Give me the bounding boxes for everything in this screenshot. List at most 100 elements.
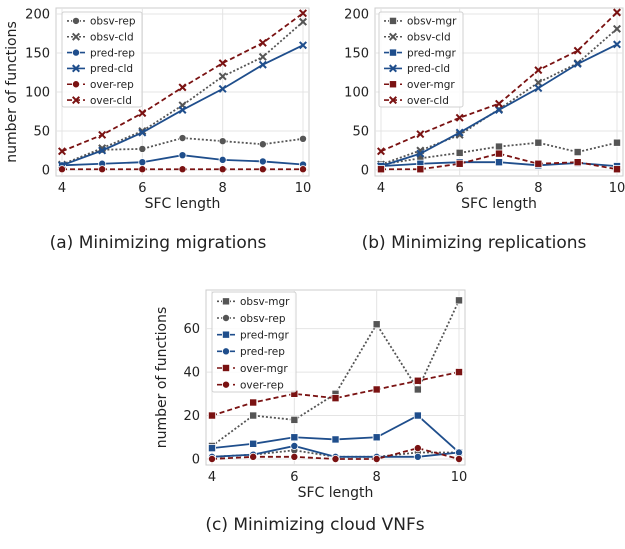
data-point-over-cld bbox=[534, 66, 543, 75]
data-point-over-cld bbox=[138, 109, 147, 118]
data-point-over-rep bbox=[178, 165, 187, 174]
data-point-pred-cld bbox=[258, 60, 267, 69]
legend-marker bbox=[388, 32, 398, 41]
legend-marker bbox=[72, 48, 81, 57]
data-point-pred-cld bbox=[298, 41, 308, 50]
data-point-obsv-mgr bbox=[573, 148, 582, 157]
legend-marker bbox=[71, 32, 81, 41]
data-point-over-mgr bbox=[573, 158, 582, 167]
data-point-obsv-rep bbox=[258, 140, 267, 149]
data-point-over-cld bbox=[218, 59, 227, 68]
chart-c: 4 6 8 10 0 20 40 60 SFC length number of function… bbox=[154, 289, 468, 501]
legend-label: obsv-rep bbox=[240, 313, 286, 325]
legend-marker bbox=[388, 80, 397, 89]
legend-label: obsv-cld bbox=[90, 32, 134, 44]
data-point-over-rep bbox=[249, 452, 258, 461]
data-point-over-cld bbox=[612, 8, 622, 17]
legend-label: over-mgr bbox=[240, 363, 288, 375]
data-point-over-cld bbox=[455, 113, 464, 122]
data-point-pred-mgr bbox=[372, 433, 381, 442]
data-point-over-rep bbox=[290, 452, 299, 461]
y-tick-label: 0 bbox=[192, 453, 200, 468]
legend-marker bbox=[71, 96, 81, 105]
legend-label: pred-cld bbox=[407, 63, 450, 75]
legend-marker bbox=[388, 16, 397, 25]
legend-label: obsv-rep bbox=[90, 16, 136, 28]
legend-label: obsv-cld bbox=[407, 32, 451, 44]
data-point-over-rep bbox=[58, 165, 67, 174]
x-tick-label: 8 bbox=[373, 470, 381, 485]
data-point-obsv-cld bbox=[218, 72, 227, 81]
data-point-pred-cld bbox=[612, 40, 622, 49]
x-tick-label: 4 bbox=[208, 470, 216, 485]
data-point-obsv-mgr bbox=[494, 142, 503, 151]
data-point-over-mgr bbox=[455, 159, 464, 168]
data-point-pred-mgr bbox=[331, 435, 340, 444]
data-point-pred-mgr bbox=[249, 439, 258, 448]
data-point-pred-rep bbox=[290, 441, 299, 450]
data-point-pred-cld bbox=[573, 59, 582, 68]
legend-label: pred-mgr bbox=[240, 329, 290, 341]
data-point-obsv-mgr bbox=[413, 385, 422, 394]
x-axis-label: SFC length bbox=[461, 196, 537, 212]
x-tick-label: 6 bbox=[290, 470, 298, 485]
data-point-over-mgr bbox=[376, 165, 385, 174]
legend-marker bbox=[71, 64, 81, 73]
legend-marker bbox=[388, 96, 398, 105]
data-point-obsv-mgr bbox=[454, 296, 463, 305]
data-point-pred-rep bbox=[178, 151, 187, 160]
caption-b: (b) Minimizing replications bbox=[362, 233, 587, 253]
data-point-over-cld bbox=[376, 147, 386, 156]
data-point-obsv-mgr bbox=[290, 415, 299, 424]
x-axis-label: SFC length bbox=[145, 196, 221, 212]
data-point-pred-cld bbox=[416, 149, 425, 158]
data-point-over-mgr bbox=[207, 411, 216, 420]
legend: obsv-rep obsv-cld pred-rep pred-cld over-rep… bbox=[61, 11, 143, 108]
data-point-obsv-cld bbox=[612, 24, 622, 33]
caption-c: (c) Minimizing cloud VNFs bbox=[205, 515, 424, 535]
data-point-obsv-mgr bbox=[613, 138, 622, 147]
data-point-obsv-rep bbox=[138, 144, 147, 153]
data-point-obsv-mgr bbox=[372, 320, 381, 329]
y-tick-label: 40 bbox=[183, 366, 200, 381]
data-point-over-cld bbox=[298, 9, 308, 18]
data-point-over-mgr bbox=[494, 149, 503, 158]
data-point-obsv-rep bbox=[178, 134, 187, 143]
legend-label: pred-mgr bbox=[407, 47, 457, 59]
legend: obsv-mgr obsv-cld pred-mgr pred-cld over-mgr… bbox=[378, 11, 464, 108]
data-point-pred-cld bbox=[178, 105, 187, 114]
y-tick-label: 50 bbox=[352, 125, 369, 140]
data-point-obsv-mgr bbox=[455, 148, 464, 157]
legend-box bbox=[378, 11, 464, 108]
x-tick-label: 8 bbox=[534, 181, 542, 196]
x-tick-label: 8 bbox=[219, 181, 227, 196]
data-point-over-rep bbox=[372, 454, 381, 463]
y-tick-label: 0 bbox=[361, 164, 369, 179]
legend-marker bbox=[221, 347, 230, 356]
legend-marker bbox=[221, 313, 230, 322]
x-tick-label: 10 bbox=[609, 181, 625, 196]
data-point-over-cld bbox=[98, 130, 107, 139]
x-tick-label: 10 bbox=[451, 470, 468, 485]
data-point-over-rep bbox=[331, 454, 340, 463]
data-point-pred-cld bbox=[534, 84, 543, 93]
data-point-over-cld bbox=[494, 99, 504, 108]
data-point-pred-rep bbox=[258, 157, 267, 166]
legend-label: over-rep bbox=[90, 79, 134, 91]
data-point-pred-cld bbox=[98, 146, 107, 155]
data-point-pred-mgr bbox=[413, 411, 422, 420]
y-tick-label: 200 bbox=[344, 8, 369, 23]
y-axis-label: number of functions bbox=[4, 21, 20, 163]
data-point-over-cld bbox=[258, 38, 267, 47]
legend-marker bbox=[388, 64, 398, 73]
data-point-pred-rep bbox=[454, 448, 463, 457]
data-point-obsv-mgr bbox=[534, 138, 543, 147]
legend-marker bbox=[388, 48, 397, 57]
legend-box bbox=[211, 291, 297, 393]
data-point-pred-mgr bbox=[494, 158, 503, 167]
legend-label: over-cld bbox=[90, 95, 132, 107]
y-axis-label: number of functions bbox=[154, 307, 170, 449]
x-tick-label: 4 bbox=[377, 181, 385, 196]
legend-marker bbox=[221, 297, 230, 306]
